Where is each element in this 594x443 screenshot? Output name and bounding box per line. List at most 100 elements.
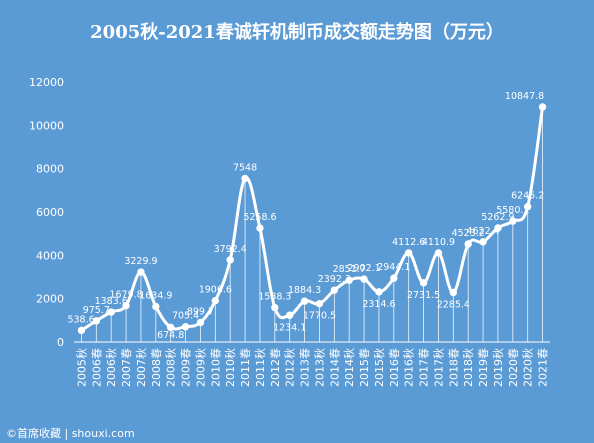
data-point [479,238,487,246]
x-tick-label: 2009秋 [193,348,207,387]
x-tick-label: 2020春 [507,348,520,387]
data-point [434,249,443,257]
x-tick-label: 2010秋 [223,348,237,387]
data-label: 674.8 [157,330,184,341]
x-tick-label: 2019春 [477,348,490,387]
data-point [419,279,428,287]
x-tick-label: 2017秋 [431,348,445,387]
data-label: 899.7 [187,307,214,318]
x-tick-label: 2015秋 [372,348,386,387]
x-tick-label: 2011春 [239,348,252,387]
x-tick-label: 2018秋 [461,348,475,387]
data-point [271,303,279,312]
y-tick-label: 0 [57,336,64,349]
data-point [256,224,264,232]
y-tick-label: 6000 [36,206,64,219]
data-label: 1884.3 [288,285,321,296]
data-point [77,326,86,335]
data-label: 538.6 [67,314,94,325]
x-tick-label: 2006秋 [104,348,118,387]
x-tick-labels: 2005秋 2006春 2006秋 2007春 2007秋 2008春 2008秋 2009春… [74,348,549,387]
data-point [449,288,458,297]
data-label: 2392.3 [318,274,351,285]
data-point [464,240,472,248]
data-point [494,224,502,232]
data-point [509,217,517,225]
x-tick-label: 2006春 [90,348,103,387]
x-tick-label: 2015春 [358,348,371,387]
data-label: 1634.9 [139,291,172,302]
data-label: 2944.1 [377,262,410,273]
data-point [390,274,398,282]
x-tick-label: 2011秋 [253,348,267,387]
x-tick-label: 2012春 [269,348,282,387]
data-point [241,174,249,183]
y-tick-label: 2000 [36,293,64,306]
data-point [330,286,339,294]
x-tick-label: 2005秋 [74,348,88,387]
data-point [166,323,175,332]
data-point [196,318,205,327]
x-tick-label: 2013秋 [312,348,326,387]
x-tick-label: 2017春 [418,348,431,387]
x-tick-label: 2018春 [447,348,460,387]
watermark: ©首席收藏 | shouxi.com [6,427,135,440]
data-point [152,302,160,311]
data-label: 2851.7 [333,264,366,275]
x-tick-label: 2007春 [120,348,133,387]
data-point [137,268,145,276]
data-point [181,323,190,331]
data-label: 1234.1 [273,322,306,333]
x-tick-label: 2010春 [209,348,222,387]
x-tick-label: 2012秋 [283,348,297,387]
x-tick-label: 2014春 [328,348,341,387]
data-label: 1679.8 [109,290,142,301]
data-label: 4110.9 [422,237,455,248]
x-tick-label: 2007秋 [134,348,148,387]
x-tick-label: 2021春 [537,348,550,387]
data-label: 1588.3 [258,292,291,303]
data-label: 4112.6 [392,237,425,248]
data-label: 2902.1 [347,263,380,274]
x-tick-label: 2020秋 [521,348,535,387]
data-label: 2285.4 [437,299,470,310]
data-point [315,299,324,308]
x-tick-label: 2008秋 [164,348,178,387]
data-point [360,275,368,283]
data-label: 5580.1 [496,205,529,216]
data-point [300,297,309,305]
data-point [107,308,115,316]
data-point [211,296,220,305]
data-label: 2314.6 [362,299,395,310]
data-label: 1383.6 [95,296,128,307]
data-label: 975.7 [83,305,110,316]
data-point [375,288,383,296]
data-label: 6245.2 [511,191,544,202]
data-point [285,311,294,319]
data-point [345,276,353,284]
data-label: 5258.6 [243,212,276,223]
y-tick-labels: 0 2000 4000 6000 8000 10000 12000 [29,76,64,349]
x-tick-label: 2014秋 [342,348,356,387]
data-label: 5262.9 [481,212,514,223]
x-tick-label: 2016秋 [402,348,416,387]
data-label: 10847.8 [505,91,544,102]
data-label: 1770.5 [303,311,336,322]
data-point [122,301,130,310]
x-tick-label: 2019秋 [491,348,505,387]
data-label: 7548 [233,162,257,173]
x-tick-label: 2016春 [388,348,401,387]
point-layer [77,103,547,335]
data-label: 1906.6 [199,285,232,296]
data-point [404,249,413,257]
y-tick-label: 10000 [29,119,64,132]
data-label: 4622.4 [466,226,499,237]
chart-title: 2005秋-2021春诚轩机制币成交额走势图（万元） [90,22,504,43]
data-label: 3792.4 [214,244,247,255]
data-label: 2731.5 [407,290,440,301]
data-point [523,202,532,211]
x-tick-label: 2009春 [180,348,193,387]
data-point [226,256,234,264]
